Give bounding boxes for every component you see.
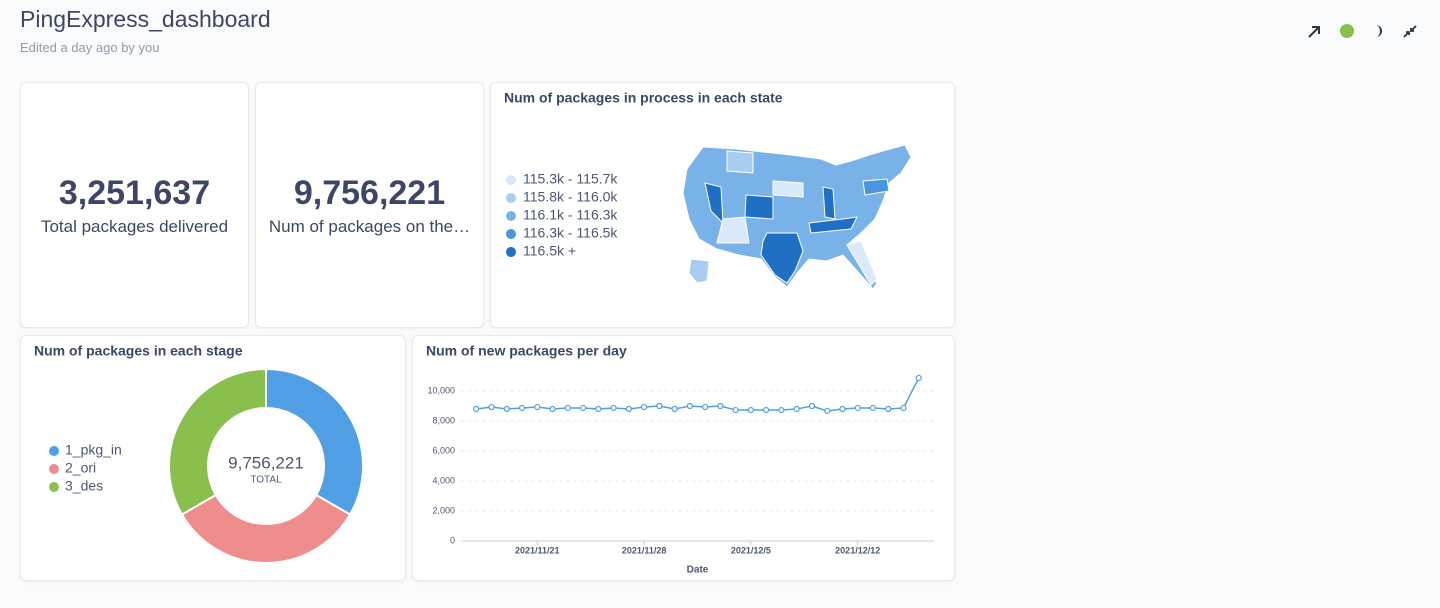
legend-label: 116.1k - 116.3k	[523, 207, 618, 223]
legend-label: 116.5k +	[523, 243, 576, 259]
scalar-value: 9,756,221	[293, 173, 446, 212]
map-chart: Num of packages in process in each state…	[504, 90, 912, 290]
y-tick-label: 0	[450, 535, 455, 545]
y-tick-label: 8,000	[432, 415, 455, 425]
share-icon[interactable]	[1308, 26, 1320, 38]
x-axis-label: Date	[687, 565, 709, 576]
card-title: Num of packages in each stage	[34, 343, 243, 359]
night-mode-icon[interactable]	[1376, 25, 1382, 37]
y-tick-label: 10,000	[427, 385, 455, 395]
line-point	[640, 403, 648, 411]
us-map	[682, 144, 912, 290]
line-point	[488, 403, 495, 411]
line-card: Num of new packages per day 0 2,000 4,000 6…	[412, 335, 955, 581]
subtitle: Edited a day ago by you	[20, 40, 160, 55]
scalar-value: 3,251,637	[58, 173, 211, 212]
y-tick-label: 4,000	[432, 475, 455, 485]
line-point	[778, 406, 785, 414]
line-point	[854, 404, 861, 412]
line-point	[900, 404, 907, 412]
x-tick-label: 2021/12/5	[731, 545, 771, 555]
line-point	[808, 402, 816, 410]
line-point	[671, 405, 678, 413]
card-title: Num of packages in process in each state	[504, 90, 783, 106]
legend-label: 2_ori	[65, 460, 96, 476]
x-tick-label: 2021/12/12	[835, 545, 880, 555]
legend-swatch	[49, 464, 59, 474]
donut-slice	[265, 367, 364, 516]
donut-total-caption: TOTAL	[250, 475, 282, 486]
line-point	[747, 406, 755, 414]
line-point	[793, 405, 800, 413]
line-point	[534, 403, 541, 411]
legend-label: 116.3k - 116.5k	[523, 225, 618, 241]
legend-label: 1_pkg_in	[65, 442, 122, 458]
legend-swatch	[506, 175, 516, 185]
legend-swatch	[49, 446, 59, 456]
line-point	[839, 405, 846, 413]
line-point	[824, 407, 831, 415]
line-point	[732, 406, 739, 414]
legend-swatch	[506, 211, 516, 221]
title: PingExpress_dashboard	[20, 6, 271, 32]
legend-label: 3_des	[65, 478, 103, 494]
legend-label: 115.3k - 115.7k	[523, 171, 618, 187]
line-point	[518, 404, 526, 412]
scalar-card: 9,756,221 Num of packages on the…	[255, 82, 484, 328]
scalar-label: Num of packages on the…	[268, 216, 471, 236]
line-point	[473, 405, 480, 413]
refresh-icon[interactable]	[1340, 24, 1354, 38]
donut-total: 9,756,221	[228, 453, 304, 472]
map-card: Num of packages in process in each state…	[490, 82, 955, 328]
line-point	[702, 403, 709, 411]
donut-chart: Num of packages in each stage 1_pkg_in 2_…	[34, 343, 364, 564]
line-point	[564, 404, 571, 412]
donut-slice	[180, 493, 352, 564]
line-point	[915, 374, 922, 382]
line-point	[579, 404, 587, 412]
line-series	[476, 377, 920, 412]
line-point	[549, 405, 556, 413]
legend-swatch	[49, 482, 59, 492]
line-point	[885, 405, 892, 413]
line-point	[717, 402, 724, 410]
y-tick-label: 6,000	[432, 445, 455, 455]
x-tick-label: 2021/11/21	[515, 545, 560, 555]
legend-label: 115.8k - 116.0k	[523, 189, 618, 205]
line-point	[595, 405, 602, 413]
line-point	[763, 406, 770, 414]
line-point	[869, 404, 877, 412]
scalar-label: Total packages delivered	[40, 216, 229, 236]
line-point	[503, 405, 510, 413]
legend-swatch	[506, 229, 516, 239]
line-point	[686, 402, 693, 410]
line-point	[610, 404, 617, 412]
line-point	[656, 402, 663, 410]
y-tick-label: 2,000	[432, 505, 455, 515]
fullscreen-icon[interactable]	[1403, 25, 1417, 38]
line-chart: Num of new packages per day 0 2,000 4,000 6…	[426, 343, 934, 576]
donut-card: Num of packages in each stage 1_pkg_in 2_…	[20, 335, 406, 581]
legend-swatch	[506, 247, 516, 257]
legend-swatch	[506, 193, 516, 203]
scalar-card: 3,251,637 Total packages delivered	[20, 82, 249, 328]
toolbar	[1308, 24, 1417, 38]
line-point	[625, 405, 632, 413]
donut-slice	[168, 367, 267, 516]
card-title: Num of new packages per day	[426, 343, 627, 359]
x-tick-label: 2021/11/28	[622, 545, 667, 555]
